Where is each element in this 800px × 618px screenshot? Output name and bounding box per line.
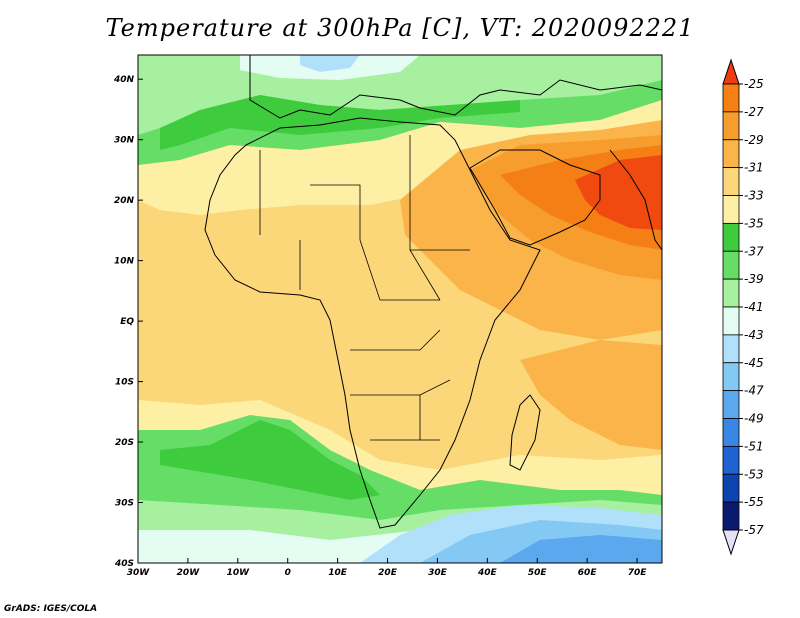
lon-tick-label: 30E [428,568,448,578]
border-lines [259,135,470,441]
colorbar-label: -37 [744,244,764,258]
field-sahara-pale [138,100,662,215]
colorbar-label: -51 [744,439,764,453]
temperature-field [138,55,662,563]
colorbar-segment [722,195,740,224]
lat-tick-label: 10N [114,257,135,267]
colorbar: -25 -27 -29 -31 -33 -35 -37 -39 -41 -43 -45 -47 -49 -… [722,58,764,556]
colorbar-label: -49 [744,412,764,426]
lat-tick-label: 30N [114,136,135,146]
arabia-coastline [469,149,601,246]
lon-tick-label: 10E [328,568,348,578]
lat-tick-label: 40S [114,559,134,569]
lon-tick-label: 10W [227,568,251,578]
colorbar-segment [722,278,740,308]
colorbar-label: -39 [744,272,764,286]
chart-title: Temperature at 300hPa [C], VT: 202009222… [105,14,695,42]
lon-tick-label: 60E [578,568,598,578]
lat-tick-label: EQ [120,317,134,327]
colorbar-label: -29 [744,133,764,147]
latitude-axis: 40N 30N 20N 10N EQ 10S 20S 30S 40S [113,75,143,569]
lon-tick-label: 30W [127,568,151,578]
lon-tick-label: 20W [177,568,201,578]
colorbar-label: -45 [744,356,764,370]
colorbar-label: -25 [744,77,764,91]
colorbar-segment [722,250,740,280]
colorbar-label: -55 [744,495,764,509]
field-south-darkgreen [160,420,380,500]
lon-tick-label: 20E [378,568,398,578]
lat-tick-label: 40N [113,75,135,85]
colorbar-segment [722,334,740,364]
lon-tick-label: 40E [477,568,498,578]
field-south-blue3 [500,535,662,563]
colorbar-label: -27 [744,105,764,119]
lat-tick-label: 30S [115,499,134,509]
colorbar-segment [722,390,740,419]
field-north-blue [300,55,360,72]
longitude-axis: 30W 20W 10W 0 10E 20E 30E 40E 50E 60E 70E [127,558,647,578]
colorbar-bottom-arrow [722,529,740,556]
europe-coastline [249,55,662,119]
coastlines [204,55,662,529]
colorbar-segment [722,501,740,531]
india-coastline [609,149,662,251]
colorbar-segment [722,111,740,141]
colorbar-label: -57 [744,523,764,537]
lat-tick-label: 10S [115,378,134,388]
colorbar-label: -47 [744,384,764,398]
colorbar-segment [722,222,740,252]
lat-tick-label: 20S [115,438,134,448]
colorbar-segment [722,362,740,392]
lat-tick-label: 20N [114,196,135,206]
colorbar-label: -43 [744,328,764,342]
colorbar-label: -41 [744,300,764,314]
map-frame [137,54,663,564]
lon-tick-label: 0 [285,568,291,578]
colorbar-segment [722,83,740,113]
lon-tick-label: 70E [628,568,648,578]
colorbar-label: -33 [744,189,764,203]
credit-text: GrADS: IGES/COLA [4,604,98,614]
colorbar-segment [722,139,740,169]
colorbar-segment [722,167,740,196]
colorbar-label: -35 [744,216,764,230]
madagascar-coastline [509,394,541,471]
africa-coastline [204,117,541,529]
lon-tick-label: 50E [528,568,548,578]
colorbar-segment [722,418,740,447]
colorbar-segment [722,445,740,475]
colorbar-top-arrow [722,58,740,85]
colorbar-label: -53 [744,467,764,481]
field-indian-31 [520,340,662,450]
field-north-darkgreen [160,95,520,150]
colorbar-segment [722,306,740,336]
colorbar-label: -31 [744,161,764,175]
colorbar-segment [722,473,740,503]
